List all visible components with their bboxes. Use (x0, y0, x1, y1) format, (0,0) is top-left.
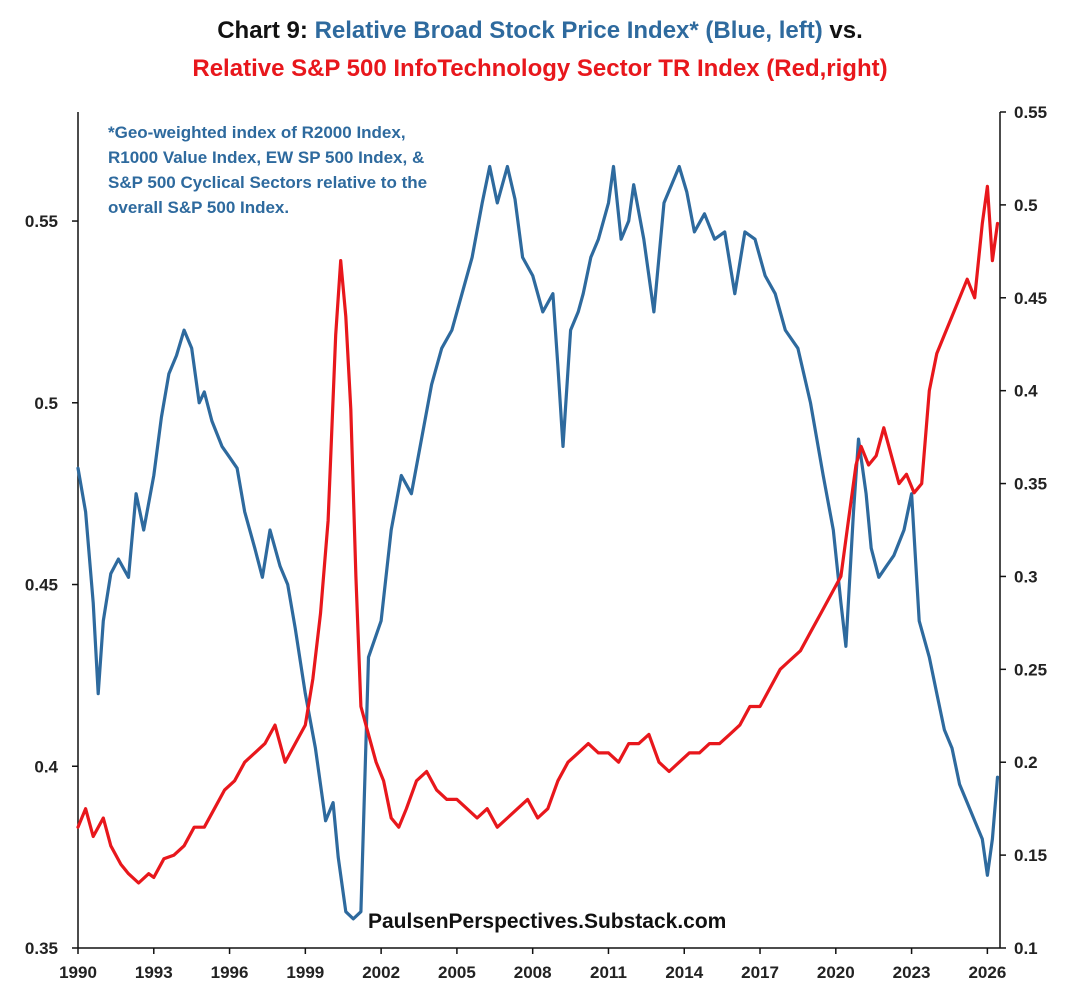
y-right-tick-label: 0.4 (1014, 382, 1038, 401)
y-right-tick-label: 0.35 (1014, 475, 1047, 494)
x-tick-label: 2011 (590, 963, 627, 982)
chart-annotation: *Geo-weighted index of R2000 Index, R100… (108, 123, 428, 217)
red-series-line (76, 184, 1000, 885)
blue-series-line (76, 164, 1000, 921)
chart-title-red-series: Relative S&P 500 InfoTechnology Sector T… (192, 55, 888, 82)
y-right-tick-label: 0.3 (1014, 567, 1038, 586)
y-left-tick-label: 0.55 (25, 212, 58, 231)
chart-title-line-1: Chart 9: Relative Broad Stock Price Inde… (0, 16, 1080, 46)
chart-title-suffix: vs. (822, 17, 863, 44)
x-tick-label: 2023 (893, 963, 931, 982)
chart-title-blue-series: Relative Broad Stock Price Index* (Blue,… (314, 17, 823, 44)
x-tick-label: 1996 (211, 963, 249, 982)
x-tick-label: 1990 (59, 963, 97, 982)
y-right-tick-label: 0.2 (1014, 753, 1038, 772)
x-tick-label: 1993 (135, 963, 173, 982)
chart-title-prefix: Chart 9: (217, 17, 315, 44)
chart-title-line-2: Relative S&P 500 InfoTechnology Sector T… (0, 54, 1080, 84)
y-right-tick-label: 0.1 (1014, 939, 1038, 958)
x-tick-label: 2014 (665, 963, 703, 982)
x-tick-label: 2002 (362, 963, 400, 982)
tick-labels: 1990 1993 1996 1999 2002 2005 2008 2011 2014 2017… (25, 103, 1047, 982)
x-tick-label: 2008 (514, 963, 552, 982)
y-left-tick-label: 0.35 (25, 939, 58, 958)
x-tick-label: 2026 (968, 963, 1006, 982)
x-tick-label: 1999 (286, 963, 324, 982)
x-tick-label: 2005 (438, 963, 476, 982)
y-right-tick-label: 0.55 (1014, 103, 1047, 122)
y-right-tick-label: 0.15 (1014, 846, 1047, 865)
y-left-tick-label: 0.45 (25, 576, 58, 595)
x-tick-label: 2017 (741, 963, 779, 982)
x-tick-label: 2020 (817, 963, 855, 982)
chart-axes (72, 111, 1006, 954)
source-credit: PaulsenPerspectives.Substack.com (368, 910, 727, 933)
y-right-tick-label: 0.5 (1014, 196, 1038, 215)
y-left-tick-label: 0.4 (34, 757, 58, 776)
y-right-tick-label: 0.25 (1014, 660, 1047, 679)
series-lines (76, 164, 1000, 921)
y-right-tick-label: 0.45 (1014, 289, 1047, 308)
y-left-tick-label: 0.5 (34, 394, 58, 413)
